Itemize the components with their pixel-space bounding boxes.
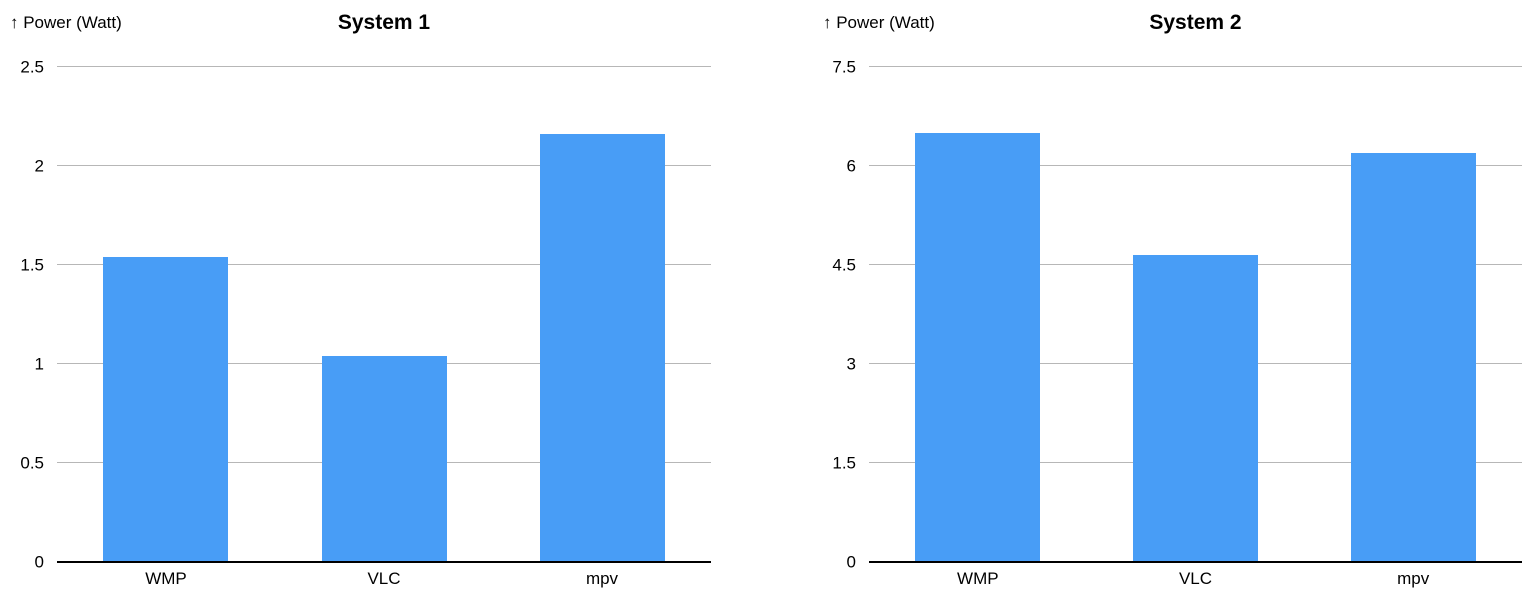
bar-mpv [1350,152,1476,562]
y-axis-label: ↑ Power (Watt) [10,13,122,32]
x-tick-label: WMP [957,569,999,588]
x-tick-label: VLC [367,569,401,588]
x-axis-line [57,561,711,563]
bar-wmp [103,257,229,562]
x-tick-label: WMP [145,569,187,588]
gridline [57,66,711,67]
y-tick-label: 4.5 [832,255,856,275]
gridline [869,66,1522,67]
x-axis-line [869,561,1522,563]
y-tick-label: 0 [34,552,44,572]
y-tick-label: 2.5 [20,57,44,77]
chart-system-1: ↑ Power (Watt) System 1 0 0.5 1 1.5 2 2.5 WMP V… [0,0,711,594]
chart-title: System 1 [337,11,431,34]
y-tick-label: 3 [846,354,856,374]
y-axis-label: ↑ Power (Watt) [823,13,935,32]
gridline [57,264,711,265]
x-tick-label: VLC [1178,569,1213,588]
y-tick-label: 1.5 [832,453,856,473]
y-tick-label: 1 [34,354,44,374]
y-tick-label: 0.5 [20,453,44,473]
chart-system-2: ↑ Power (Watt) System 2 0 1.5 3 4.5 6 7.5 WMP V… [790,0,1522,594]
y-tick-label: 7.5 [832,57,856,77]
x-tick-label: mpv [585,569,619,588]
bar-mpv [539,134,665,562]
bar-wmp [915,133,1041,562]
y-tick-label: 2 [34,156,44,176]
y-tick-label: 6 [846,156,856,176]
gridline [57,165,711,166]
gridline [869,165,1522,166]
chart-title: System 2 [1149,11,1242,34]
bar-vlc [1133,255,1258,562]
y-tick-label: 0 [846,552,856,572]
y-tick-label: 1.5 [20,255,44,275]
bar-vlc [321,356,447,562]
x-tick-label: mpv [1397,569,1430,588]
plot-area-system-1: 0 0.5 1 1.5 2 2.5 WMP VLC mpv [20,59,711,587]
plot-area-system-2: 0 1.5 3 4.5 6 7.5 WMP VLC mpv [832,59,1522,587]
